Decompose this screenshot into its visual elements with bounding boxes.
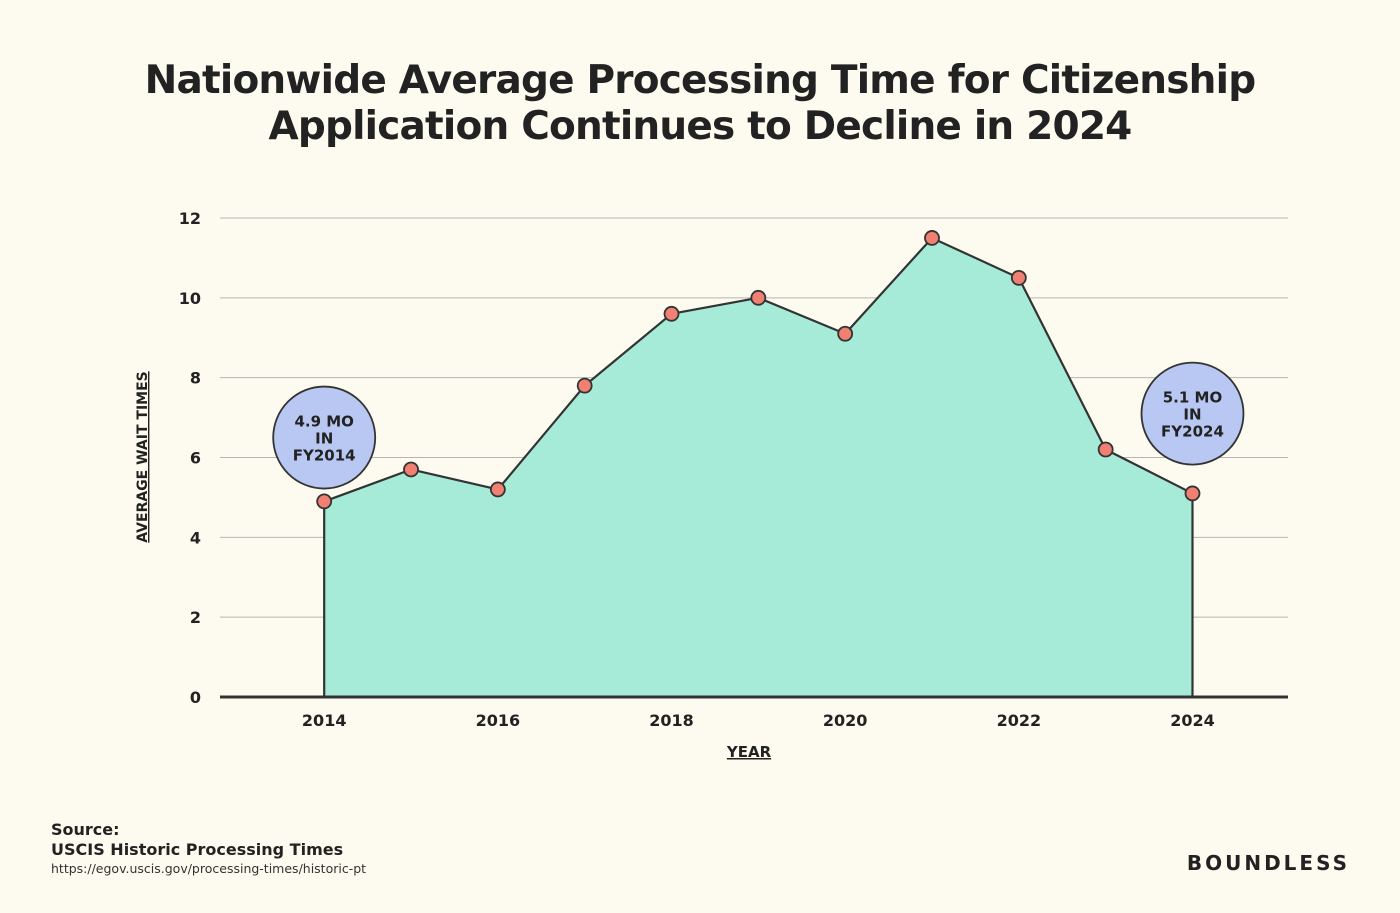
y-tick-labels: 0 2 4 6 8 10 12 — [179, 209, 201, 707]
y-tick-label-10: 10 — [179, 289, 201, 308]
data-point-2018 — [663, 305, 680, 322]
area-fill — [323, 236, 1194, 699]
y-axis-label: AVERAGE WAIT TIMES — [135, 371, 151, 542]
chart-title: Nationwide Average Processing Time for C… — [100, 58, 1300, 150]
data-point-2022 — [1010, 269, 1027, 286]
data-point-2024 — [1184, 485, 1201, 502]
annotation-text-2024-1: IN — [1183, 406, 1201, 424]
x-axis-label: YEAR — [726, 743, 772, 761]
data-point-2019 — [750, 289, 767, 306]
data-point-2014 — [316, 493, 333, 510]
data-point-2021 — [924, 230, 940, 246]
source-name: USCIS Historic Processing Times — [51, 840, 344, 859]
x-tick-label-2022: 2022 — [997, 711, 1042, 730]
data-point-2020 — [837, 325, 854, 342]
source-block: Source: USCIS Historic Processing Times … — [51, 820, 366, 878]
annotation-text-2014-2: FY2014 — [293, 447, 356, 465]
chart-title-line-2: Application Continues to Decline in 2024 — [268, 104, 1132, 149]
y-tick-label-4: 4 — [190, 528, 201, 547]
x-tick-label-2014: 2014 — [302, 711, 347, 730]
y-tick-label-8: 8 — [190, 369, 201, 388]
annotation-text-2024-2: FY2024 — [1161, 423, 1224, 441]
annotation-bubble-2024 — [1140, 361, 1245, 466]
data-point-2017 — [576, 377, 593, 394]
y-tick-label-2: 2 — [190, 608, 201, 627]
y-tick-label-0: 0 — [190, 688, 201, 707]
x-tick-label-2018: 2018 — [649, 711, 694, 730]
x-tick-label-2024: 2024 — [1170, 711, 1215, 730]
y-tick-label-12: 12 — [179, 209, 201, 228]
data-point-2023 — [1097, 441, 1114, 458]
source-url[interactable]: https://egov.uscis.gov/processing-times/… — [51, 861, 367, 876]
brand-logo: BOUNDLESS — [1186, 851, 1350, 875]
data-point-2015 — [403, 461, 419, 478]
data-point-2016 — [489, 481, 506, 498]
y-tick-label-6: 6 — [190, 449, 201, 468]
annotation-text-2014-0: 4.9 MO — [294, 413, 353, 431]
annotation-text-2024-0: 5.1 MO — [1163, 389, 1222, 407]
annotation-text-2014-1: IN — [315, 430, 333, 448]
annotation-bubble-2014 — [272, 385, 377, 490]
chart-title-line-1: Nationwide Average Processing Time for C… — [144, 58, 1256, 103]
wait-time-series — [220, 230, 1288, 699]
source-label: Source: — [51, 820, 120, 839]
x-tick-label-2016: 2016 — [476, 711, 521, 730]
x-tick-label-2020: 2020 — [823, 711, 868, 730]
x-tick-labels: 2014 2016 2018 2020 2022 2024 — [302, 711, 1215, 730]
